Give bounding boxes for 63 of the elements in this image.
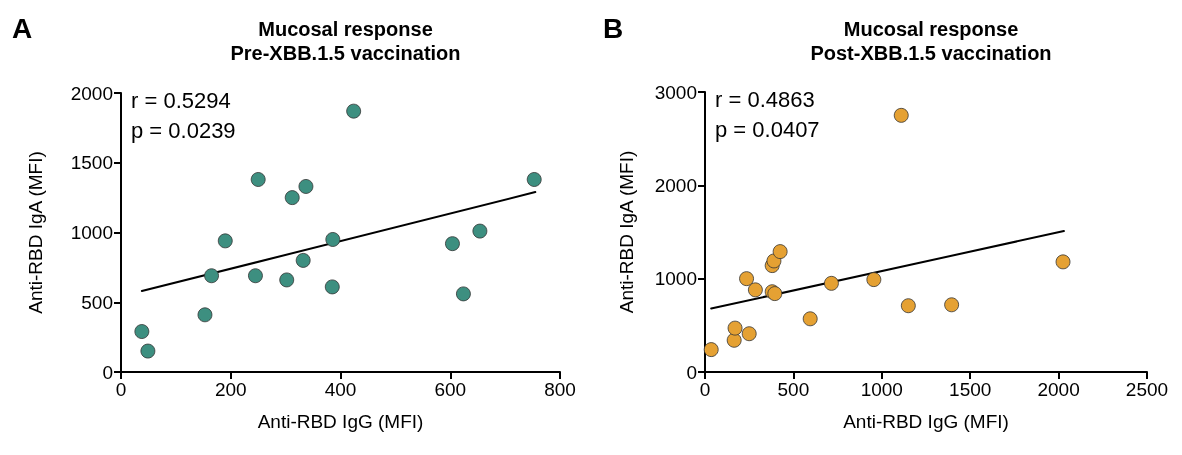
point	[748, 282, 763, 298]
x-axis-title: Anti-RBD IgG (MFI)	[257, 411, 424, 432]
x-tick-label: 500	[777, 379, 810, 400]
chart-title: Mucosal response Post-XBB.1.5 vaccination	[810, 18, 1052, 64]
y-tick-label: 500	[81, 291, 113, 313]
point	[739, 271, 754, 287]
point	[703, 342, 719, 357]
point	[284, 190, 300, 206]
point	[741, 326, 757, 342]
point	[802, 311, 818, 327]
point	[250, 172, 266, 187]
x-tick-label: 1000	[860, 379, 903, 400]
y-axis-title: Anti-RBD IgA (MFI)	[616, 150, 637, 314]
x-tick-label: 400	[324, 379, 357, 400]
point	[772, 244, 788, 259]
point	[727, 320, 743, 336]
annotation: r = 0.5294	[131, 87, 231, 113]
x-axis-title: Anti-RBD IgG (MFI)	[843, 411, 1009, 432]
x-tick-label: 0	[115, 379, 127, 400]
annotation: r = 0.4863	[715, 86, 815, 112]
point	[279, 272, 295, 288]
point	[325, 232, 341, 247]
point	[472, 223, 488, 239]
y-tick-label: 1500	[70, 152, 113, 174]
y-tick-label: 0	[102, 361, 113, 383]
point	[526, 172, 542, 187]
point	[944, 297, 960, 313]
point	[893, 107, 909, 123]
x-tick-label: 1500	[949, 379, 992, 400]
point	[824, 275, 839, 291]
x-tick-label: 2500	[1125, 379, 1169, 400]
annotation: p = 0.0407	[715, 116, 820, 142]
y-tick-label: 2000	[70, 82, 113, 104]
y-tick-label: 2000	[654, 174, 697, 196]
point	[295, 253, 311, 268]
text: A	[12, 12, 33, 44]
point	[456, 286, 471, 302]
y-tick-label: 0	[686, 361, 697, 383]
annotation: p = 0.0239	[131, 117, 236, 143]
point	[197, 307, 213, 323]
point	[1055, 254, 1071, 270]
x-tick-label: 800	[544, 379, 576, 400]
y-tick-label: 1000	[654, 268, 697, 290]
x-tick-label: 200	[214, 379, 247, 400]
y-tick-label: 3000	[654, 81, 697, 103]
point	[248, 268, 263, 284]
point	[140, 343, 156, 359]
point	[298, 179, 314, 194]
point	[204, 268, 219, 284]
point	[900, 298, 916, 314]
x-tick-label: 0	[699, 379, 711, 400]
point	[134, 324, 150, 339]
y-axis-title: Anti-RBD IgA (MFI)	[25, 151, 46, 314]
point	[445, 236, 460, 252]
x-tick-label: 2000	[1037, 379, 1080, 400]
y-tick-label: 1000	[70, 222, 113, 243]
x-tick-label: 600	[434, 379, 467, 400]
chart-title: Mucosal response Pre-XBB.1.5 vaccination	[230, 18, 461, 64]
point	[217, 233, 233, 249]
text: B	[603, 12, 624, 44]
point	[324, 279, 340, 295]
point	[346, 103, 362, 119]
point	[866, 272, 882, 287]
